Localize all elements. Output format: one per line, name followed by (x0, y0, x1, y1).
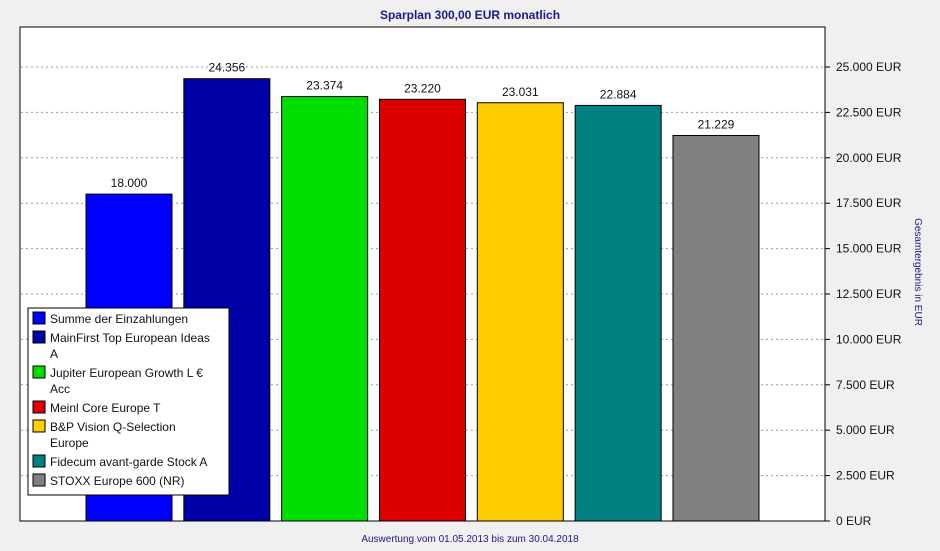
y-tick-label: 17.500 EUR (836, 196, 902, 210)
legend: Summe der Einzahlungen MainFirst Top Euro… (27, 307, 230, 496)
bar (574, 104, 662, 522)
legend-swatch (32, 330, 46, 344)
bar (281, 96, 369, 522)
y-axis-label: Gesamtergebnis in EUR (912, 218, 923, 326)
y-tick-label: 7.500 EUR (836, 378, 895, 392)
legend-swatch (32, 454, 46, 468)
data-label: 24.356 (208, 61, 245, 75)
y-tick-label: 20.000 EUR (836, 151, 902, 165)
y-tick-label: 25.000 EUR (836, 60, 902, 74)
data-label: 21.229 (698, 117, 735, 131)
data-label: 23.220 (404, 81, 441, 95)
y-tick-label: 0 EUR (836, 514, 872, 528)
y-tick-label: 22.500 EUR (836, 105, 902, 119)
legend-label: Summe der Einzahlungen (50, 312, 188, 326)
bar (672, 134, 760, 522)
bars: 18.000 24.356 23.374 23.220 23.031 22.884 21.2… (85, 61, 760, 522)
y-tick-label: 12.500 EUR (836, 287, 902, 301)
legend-label: Europe (50, 436, 89, 450)
bar (378, 98, 466, 522)
legend-box (27, 307, 230, 496)
legend-swatch (32, 311, 46, 325)
legend-swatch (32, 400, 46, 414)
legend-label: Jupiter European Growth L € (50, 366, 203, 380)
y-tick-label: 10.000 EUR (836, 332, 902, 346)
legend-label: Acc (50, 382, 70, 396)
legend-label: B&P Vision Q-Selection (50, 420, 176, 434)
y-tick-label: 5.000 EUR (836, 423, 895, 437)
y-tick-label: 15.000 EUR (836, 242, 902, 256)
legend-label: MainFirst Top European Ideas (50, 331, 210, 345)
data-label: 23.374 (306, 79, 343, 93)
legend-swatch (32, 419, 46, 433)
legend-label: Meinl Core Europe T (50, 401, 161, 415)
legend-label: STOXX Europe 600 (NR) (50, 474, 185, 488)
legend-label: Fidecum avant-garde Stock A (50, 455, 207, 469)
legend-label: A (50, 347, 58, 361)
chart-title: Sparplan 300,00 EUR monatlich (380, 8, 560, 22)
data-label: 23.031 (502, 85, 539, 99)
legend-swatch (32, 473, 46, 487)
y-axis: 0 EUR 2.500 EUR 5.000 EUR 7.500 EUR 10.000 E… (825, 60, 902, 528)
y-tick-label: 2.500 EUR (836, 469, 895, 483)
data-label: 18.000 (111, 176, 148, 190)
legend-swatch (32, 365, 46, 379)
data-label: 22.884 (600, 87, 637, 101)
bar (476, 102, 564, 522)
footer-note: Auswertung vom 01.05.2013 bis zum 30.04.… (361, 534, 579, 545)
